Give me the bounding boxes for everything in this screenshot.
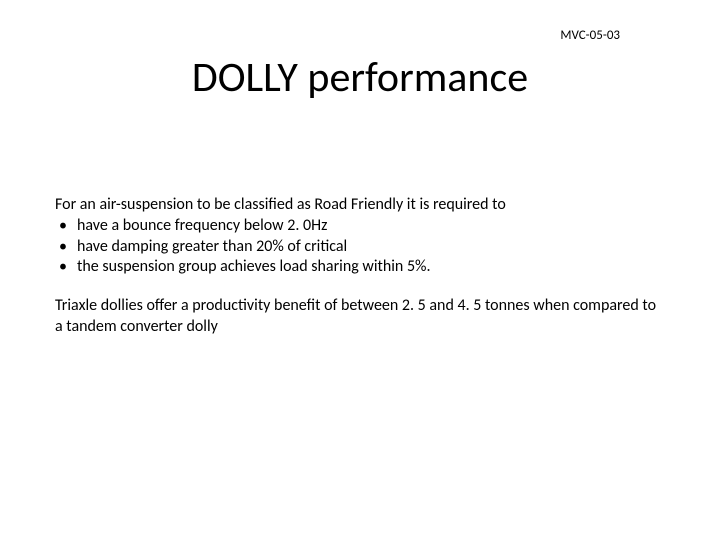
benefit-paragraph: Triaxle dollies offer a productivity ben… [55, 296, 665, 338]
intro-text: For an air-suspension to be classified a… [55, 195, 665, 216]
list-item: the suspension group achieves load shari… [55, 257, 665, 278]
content-region: For an air-suspension to be classified a… [55, 195, 665, 338]
document-code: MVC-05-03 [560, 28, 620, 43]
requirements-list: have a bounce frequency below 2. 0Hz hav… [55, 216, 665, 278]
list-item: have a bounce frequency below 2. 0Hz [55, 216, 665, 237]
list-item: have damping greater than 20% of critica… [55, 237, 665, 258]
slide-title: DOLLY performance [0, 52, 720, 103]
